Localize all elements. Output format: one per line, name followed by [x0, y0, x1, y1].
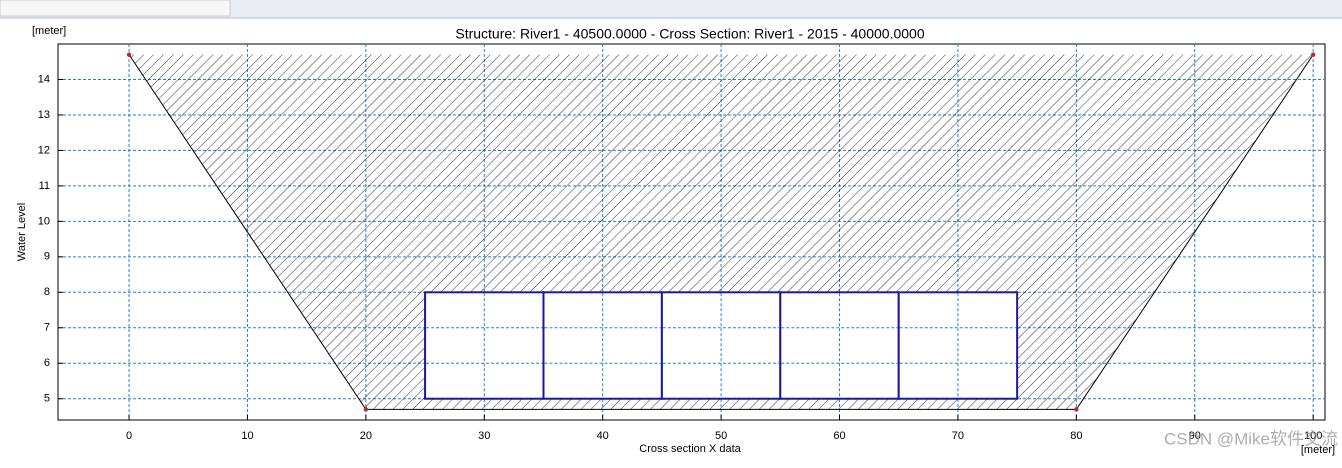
x-tick-label: 30 — [478, 430, 490, 442]
x-tick-label: 40 — [597, 430, 609, 442]
plot-frame — [57, 43, 1326, 421]
y-unit: [meter] — [32, 25, 66, 37]
x-tick-label: 90 — [1189, 430, 1201, 442]
tab-strip — [0, 0, 1342, 18]
x-tick-label: 60 — [833, 430, 845, 442]
chart-title: Structure: River1 - 40500.0000 - Cross S… — [455, 26, 924, 42]
y-tick-label: 13 — [38, 109, 50, 121]
x-tick-label: 50 — [715, 430, 727, 442]
x-tick-label: 80 — [1070, 430, 1082, 442]
y-tick-label: 6 — [44, 357, 50, 369]
y-tick-label: 7 — [44, 322, 50, 334]
x-unit: [meter] — [1301, 444, 1335, 456]
x-tick-label: 20 — [360, 430, 372, 442]
section-point — [1074, 407, 1079, 412]
y-tick-label: 11 — [39, 180, 50, 192]
y-axis-label: Water Level — [16, 203, 28, 261]
y-tick-label: 5 — [44, 393, 50, 405]
y-tick-label: 8 — [44, 286, 50, 298]
watermark: CSDN @Mike软件交流 — [1164, 429, 1338, 448]
section-point — [1310, 52, 1316, 57]
section-line — [128, 54, 1314, 410]
y-tick-label: 9 — [44, 251, 50, 263]
y-tick-label: 12 — [38, 144, 50, 156]
y-tick-label: 14 — [38, 73, 50, 85]
tab[interactable] — [0, 0, 231, 17]
y-tick-label: 10 — [38, 215, 50, 227]
x-tick-label: 70 — [952, 430, 964, 442]
x-tick-label: 10 — [241, 430, 253, 442]
section-point — [363, 407, 369, 412]
x-tick-label: 100 — [1304, 430, 1322, 442]
plot: 5 6 7 8 9 10 11 12 13 14 0 10 20 30 40 50 60 70 80 90 100 — [38, 43, 1326, 442]
x-axis-label: Cross section X data — [639, 443, 741, 455]
section-point — [126, 52, 132, 57]
x-tick-label: 0 — [126, 430, 132, 442]
